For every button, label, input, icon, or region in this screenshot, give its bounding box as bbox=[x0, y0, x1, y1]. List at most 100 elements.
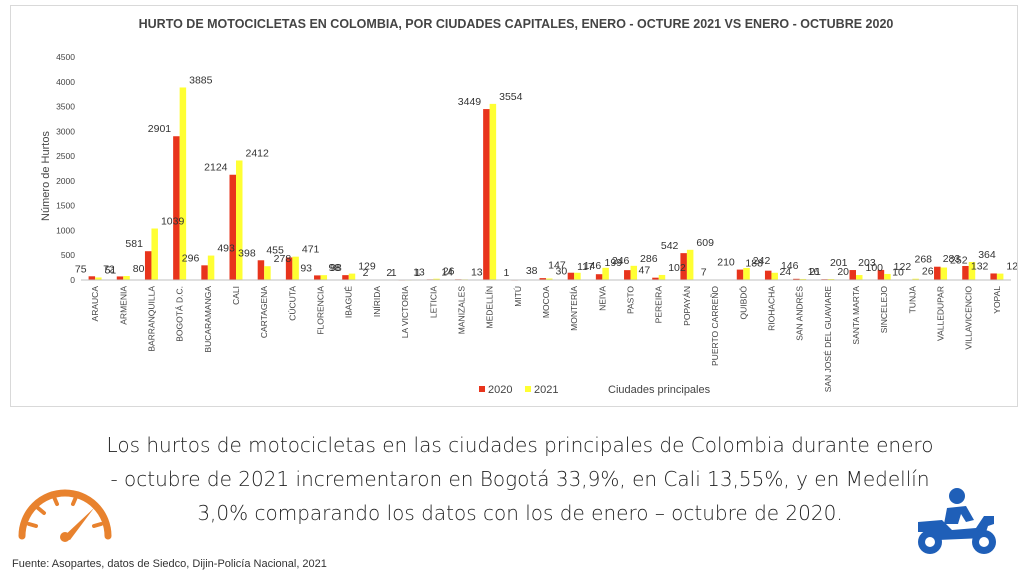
bar-2020 bbox=[539, 278, 546, 280]
data-label-2020: 72 bbox=[103, 263, 115, 275]
x-tick-label: BOGOTÁ D.C. bbox=[175, 286, 185, 342]
data-label-2021: 26 bbox=[443, 266, 455, 278]
data-label-2020: 132 bbox=[971, 260, 989, 272]
x-tick-label: RIOHACHA bbox=[766, 286, 776, 331]
bar-2021 bbox=[179, 87, 187, 280]
data-label-2021: 26 bbox=[922, 266, 934, 278]
x-tick-label: INÍRIDA bbox=[372, 286, 382, 318]
y-tick-label: 2500 bbox=[56, 151, 75, 161]
data-label-2021: 30 bbox=[556, 266, 568, 278]
bar-2020 bbox=[877, 269, 885, 280]
x-tick-label: CALI bbox=[231, 286, 241, 305]
source-note: Fuente: Asopartes, datos de Siedco, Diji… bbox=[12, 558, 327, 570]
data-label-2021: 3554 bbox=[499, 91, 523, 103]
data-label-2020: 13 bbox=[413, 266, 425, 278]
y-axis-ticks: 0 500 1000 1500 2000 2500 3000 3500 4000 4500 bbox=[56, 52, 75, 285]
x-axis-label: Ciudades principales bbox=[608, 384, 711, 396]
bar-2021 bbox=[686, 249, 694, 280]
bar-2020 bbox=[116, 276, 124, 280]
bar-2020 bbox=[201, 265, 208, 280]
bar-2021 bbox=[348, 273, 356, 280]
bar-2020 bbox=[764, 270, 772, 280]
bar-2020 bbox=[342, 275, 349, 280]
y-axis-label: Número de Hurtos bbox=[40, 131, 52, 221]
data-label-2021: 1039 bbox=[161, 216, 185, 228]
x-tick-label: PASTO bbox=[626, 286, 636, 314]
legend: 2020 2021 Ciudades principales bbox=[479, 384, 711, 396]
legend-swatch-2020 bbox=[479, 386, 485, 392]
data-label-2021: 100 bbox=[866, 262, 884, 274]
data-label-2021: 493 bbox=[217, 243, 235, 255]
x-tick-label: ARAUCA bbox=[90, 286, 100, 322]
x-tick-label: SANTA MARTA bbox=[851, 286, 861, 345]
data-label-2020: 1 bbox=[391, 267, 397, 279]
bar-2021 bbox=[602, 267, 609, 280]
data-label-2021: 286 bbox=[640, 253, 658, 265]
x-tick-label: MOCOA bbox=[541, 286, 551, 318]
data-label-2020: 47 bbox=[639, 265, 651, 277]
data-label-2020: 117 bbox=[577, 261, 594, 273]
y-tick-label: 1000 bbox=[56, 225, 75, 235]
bar-2021 bbox=[856, 275, 863, 280]
x-tick-label: MEDELLÍN bbox=[485, 286, 495, 329]
y-tick-label: 1500 bbox=[56, 201, 75, 211]
data-label-2021: 13 bbox=[471, 266, 483, 278]
data-label-2020: 93 bbox=[300, 262, 312, 274]
x-tick-label: BUCARAMANGA bbox=[203, 286, 213, 353]
data-label-2020: 2124 bbox=[204, 162, 228, 174]
bar-2021 bbox=[207, 255, 215, 280]
legend-label-2021: 2021 bbox=[534, 384, 558, 396]
x-tick-label: SINCELEJO bbox=[879, 286, 889, 334]
bar-2021 bbox=[912, 278, 919, 280]
x-tick-label: BARRANQUILLA bbox=[146, 286, 156, 352]
bar-2020 bbox=[483, 109, 490, 280]
bar-2021 bbox=[320, 275, 328, 280]
x-tick-label: SAN JOSÉ DEL GUAVIARE bbox=[823, 286, 833, 393]
data-label-2021: 146 bbox=[584, 260, 602, 272]
bar-2020 bbox=[849, 270, 856, 280]
data-label-2021: 102 bbox=[668, 262, 686, 274]
data-label-2021: 122 bbox=[894, 261, 912, 273]
data-label-2021: 242 bbox=[753, 255, 771, 267]
y-tick-label: 4000 bbox=[56, 77, 75, 87]
x-tick-label: ARMENIA bbox=[118, 286, 128, 325]
legend-swatch-2021 bbox=[525, 386, 531, 392]
data-label-2020: 98 bbox=[329, 262, 341, 274]
bar-2021 bbox=[489, 103, 497, 281]
chart-title: HURTO DE MOTOCICLETAS EN COLOMBIA, POR C… bbox=[139, 17, 894, 31]
bar-2021 bbox=[884, 273, 891, 280]
data-label-2020: 210 bbox=[717, 257, 735, 269]
x-tick-label: IBAGUÉ bbox=[344, 286, 354, 318]
bar-2020 bbox=[567, 272, 575, 280]
bar-2021 bbox=[799, 278, 807, 280]
bar-2020 bbox=[257, 260, 265, 280]
x-tick-label: CARTAGENA bbox=[259, 286, 269, 338]
data-label-2021: 51 bbox=[105, 264, 117, 276]
data-label-2020: 201 bbox=[830, 257, 848, 269]
data-label-2021: 80 bbox=[133, 263, 145, 275]
data-label-2021: 609 bbox=[696, 237, 714, 249]
data-label-2020: 2 bbox=[363, 267, 369, 279]
speedometer-icon bbox=[18, 489, 112, 542]
data-label-2020: 16 bbox=[808, 266, 820, 278]
x-tick-label: PUERTO CARREÑO bbox=[710, 286, 720, 366]
x-tick-label: QUIBDÓ bbox=[738, 286, 748, 320]
data-label-2021: 129 bbox=[1006, 261, 1017, 273]
data-label-2020: 10 bbox=[892, 267, 904, 279]
bar-2020 bbox=[934, 266, 941, 280]
data-label-2021: 3885 bbox=[189, 74, 213, 86]
bar-2021 bbox=[940, 267, 948, 280]
data-label-2021: 252 bbox=[950, 255, 968, 267]
bar-chart: HURTO DE MOTOCICLETAS EN COLOMBIA, POR C… bbox=[40, 17, 1017, 396]
x-tick-label: CÚCUTA bbox=[287, 286, 297, 321]
x-tick-label: MITÚ bbox=[513, 286, 523, 307]
bar-2021 bbox=[743, 268, 750, 280]
bar-2021 bbox=[433, 278, 440, 280]
x-tick-label: NEIVA bbox=[597, 286, 607, 311]
bar-2021 bbox=[658, 274, 666, 280]
bar-2020 bbox=[88, 276, 96, 280]
x-tick-label: MANIZALES bbox=[456, 286, 466, 335]
bar-2021 bbox=[968, 261, 976, 280]
x-tick-label: LETICIA bbox=[428, 286, 438, 318]
bar-2021 bbox=[236, 160, 243, 280]
